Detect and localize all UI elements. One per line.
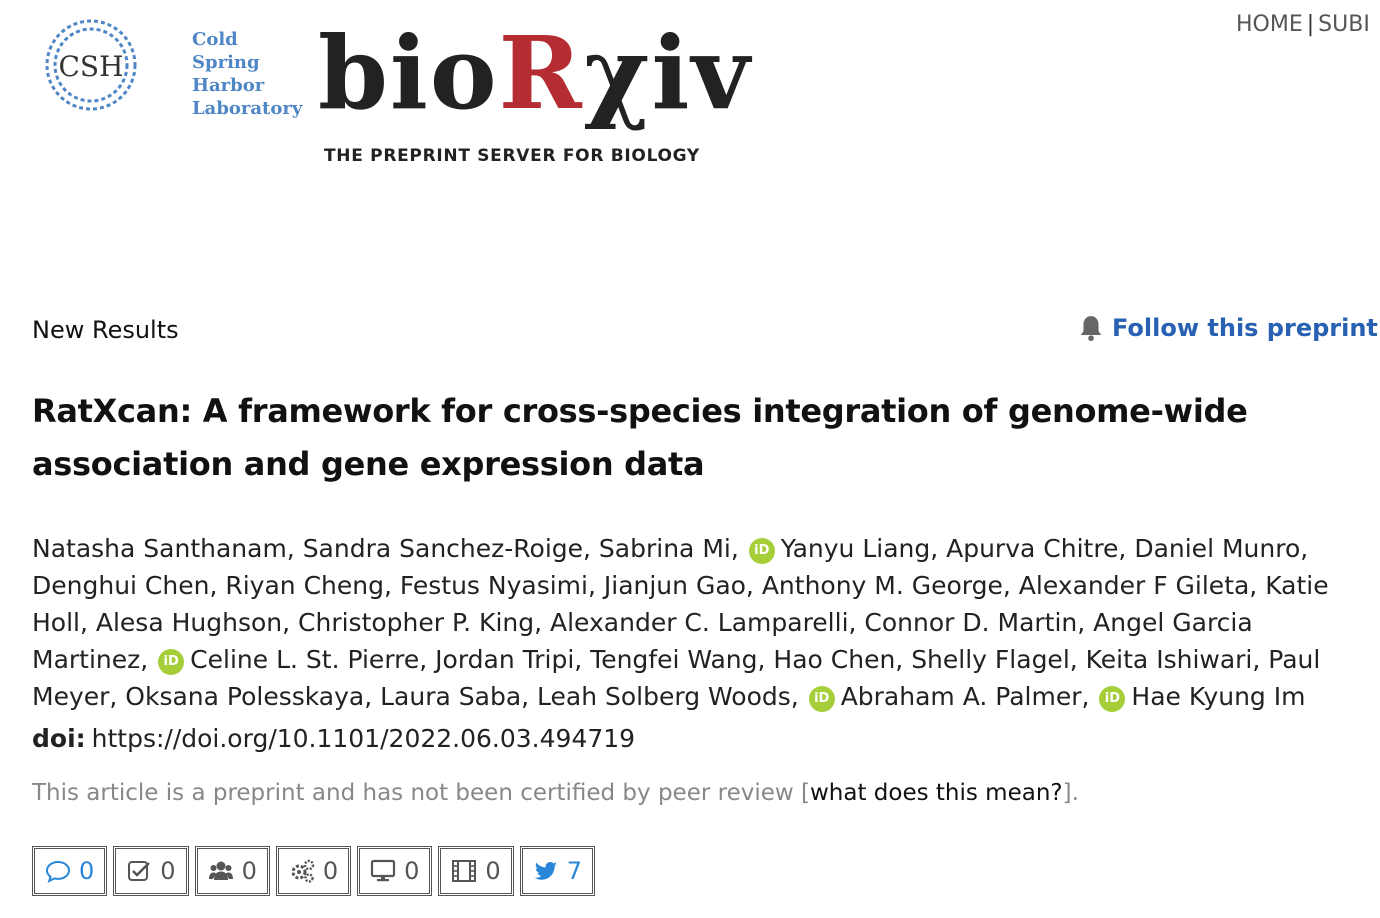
doi-label: doi: — [32, 724, 86, 753]
top-nav: HOME | SUBI — [1236, 12, 1370, 37]
author-names[interactable]: Yanyu Liang, Apurva Chitre, Daniel Munro… — [32, 534, 1329, 674]
disclaimer-end: ]. — [1062, 780, 1079, 806]
cshl-line: Laboratory — [192, 98, 303, 119]
author-names[interactable]: Abraham A. Palmer, — [840, 682, 1090, 711]
author-names[interactable]: Natasha Santhanam, Sandra Sanchez-Roige,… — [32, 534, 739, 563]
cshl-line: Harbor — [192, 75, 265, 96]
biorxiv-logo[interactable]: bioRχiv THE PREPRINT SERVER FOR BIOLOGY — [318, 8, 752, 166]
orcid-icon[interactable]: iD — [158, 649, 185, 675]
author-names[interactable]: Celine L. St. Pierre, Jordan Tripi, Teng… — [32, 645, 1321, 711]
metric-count: 0 — [485, 857, 501, 885]
article-title: RatXcan: A framework for cross-species i… — [32, 392, 1248, 483]
reviews-metric[interactable]: 0 — [113, 846, 189, 896]
metric-count: 0 — [322, 857, 339, 885]
doi-line: doi: https://doi.org/10.1101/2022.06.03.4… — [32, 724, 635, 753]
orcid-icon[interactable]: iD — [808, 686, 835, 712]
cshl-logo[interactable]: CSH Cold Spring Harbor Laboratory — [36, 10, 302, 120]
metric-count: 7 — [566, 857, 582, 885]
nav-submit-link[interactable]: SUBI — [1318, 12, 1370, 37]
monitor-icon — [371, 859, 396, 882]
metric-count: 0 — [404, 857, 420, 885]
film-icon — [452, 860, 477, 882]
cshl-line: Spring — [192, 52, 260, 73]
twitter-icon — [534, 862, 557, 880]
nav-home-link[interactable]: HOME — [1236, 12, 1303, 37]
what-does-this-mean-link[interactable]: what does this mean? — [809, 780, 1063, 806]
disclaimer-text: This article is a preprint and has not b… — [32, 780, 810, 806]
cshl-helix-icon: CSH — [45, 19, 137, 111]
community-metric[interactable]: 0 — [194, 846, 270, 896]
metric-count: 0 — [241, 857, 257, 885]
brand-suffix: χiv — [583, 14, 752, 132]
orcid-icon[interactable]: iD — [1099, 686, 1126, 712]
users-icon — [208, 861, 233, 880]
twitter-metric[interactable]: 7 — [519, 846, 595, 896]
cshl-line: Cold — [192, 29, 238, 50]
bell-icon — [1080, 316, 1102, 342]
doi-link[interactable]: https://doi.org/10.1101/2022.06.03.49471… — [91, 724, 636, 753]
article-type: New Results — [32, 316, 179, 344]
check-square-icon — [128, 861, 151, 881]
nav-separator: | — [1306, 12, 1315, 37]
cshl-wordmark: Cold Spring Harbor Laboratory — [192, 28, 302, 120]
preprint-disclaimer: This article is a preprint and has not b… — [32, 780, 1079, 806]
follow-label: Follow this preprint — [1112, 314, 1378, 342]
author-list: Natasha Santhanam, Sandra Sanchez-Roige,… — [32, 530, 1362, 715]
metric-count: 0 — [160, 857, 176, 885]
comments-metric[interactable]: 0 — [32, 846, 108, 896]
author-names[interactable]: Hae Kyung Im — [1131, 682, 1306, 711]
video-metric[interactable]: 0 — [438, 846, 514, 896]
comment-icon — [45, 860, 71, 883]
metric-count: 0 — [79, 857, 95, 885]
biorxiv-wordmark: bioRχiv — [318, 8, 752, 138]
media-metric[interactable]: 0 — [357, 846, 433, 896]
tools-metric[interactable]: 0 — [275, 846, 352, 896]
gears-icon — [291, 859, 315, 883]
brand-r: R — [498, 14, 584, 132]
brand-tagline: THE PREPRINT SERVER FOR BIOLOGY — [324, 146, 700, 166]
metrics-bar: 0 0 0 0 0 0 7 — [32, 846, 595, 896]
brand-prefix: bio — [318, 14, 499, 132]
orcid-icon[interactable]: iD — [748, 538, 775, 564]
follow-preprint-button[interactable]: Follow this preprint — [1078, 314, 1378, 342]
cshl-mark: CSH — [58, 50, 123, 83]
